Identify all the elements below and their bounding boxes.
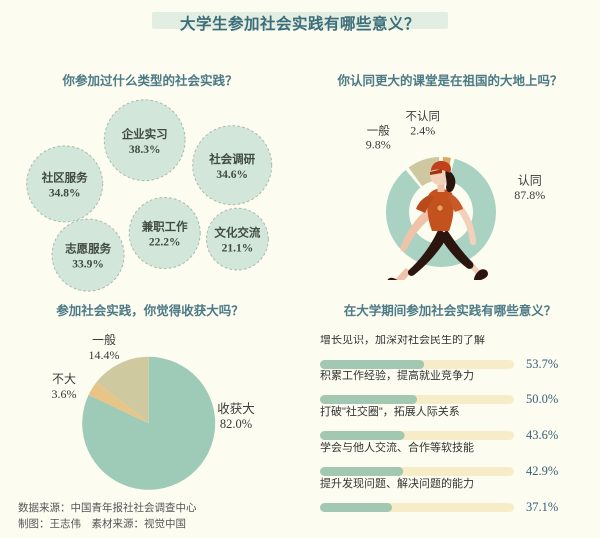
svg-text:34.6%: 34.6% bbox=[216, 169, 248, 181]
svg-text:42.9%: 42.9% bbox=[526, 464, 558, 478]
svg-text:志愿服务: 志愿服务 bbox=[65, 242, 111, 256]
svg-text:积累工作经验，提高就业竞争力: 积累工作经验，提高就业竞争力 bbox=[320, 368, 474, 382]
svg-text:一般: 一般 bbox=[92, 332, 116, 347]
svg-text:打破"社交圈"，拓展人际关系: 打破"社交圈"，拓展人际关系 bbox=[320, 404, 460, 418]
svg-text:2.4%: 2.4% bbox=[410, 123, 435, 137]
svg-text:33.9%: 33.9% bbox=[72, 259, 104, 271]
svg-text:增长见识，加深对社会民生的了解: 增长见识，加深对社会民生的了解 bbox=[320, 335, 485, 346]
svg-text:社会调研: 社会调研 bbox=[208, 152, 255, 166]
svg-text:3.6%: 3.6% bbox=[52, 387, 77, 401]
svg-text:提升发现问题、解决问题的能力: 提升发现问题、解决问题的能力 bbox=[320, 476, 474, 490]
svg-text:兼职工作: 兼职工作 bbox=[141, 220, 188, 234]
svg-text:不认同: 不认同 bbox=[406, 110, 441, 123]
svg-text:34.8%: 34.8% bbox=[49, 188, 81, 200]
svg-text:43.6%: 43.6% bbox=[526, 428, 558, 442]
svg-text:不大: 不大 bbox=[52, 372, 76, 386]
svg-text:学会与他人交流、合作等软技能: 学会与他人交流、合作等软技能 bbox=[320, 440, 474, 454]
svg-text:企业实习: 企业实习 bbox=[121, 127, 168, 141]
svg-text:50.0%: 50.0% bbox=[526, 392, 558, 406]
svg-text:87.8%: 87.8% bbox=[514, 188, 545, 202]
svg-text:14.4%: 14.4% bbox=[89, 348, 120, 362]
svg-text:53.7%: 53.7% bbox=[526, 357, 558, 371]
svg-text:社区服务: 社区服务 bbox=[41, 171, 88, 185]
svg-text:文化交流: 文化交流 bbox=[214, 226, 260, 240]
svg-text:认同: 认同 bbox=[518, 174, 542, 188]
svg-text:82.0%: 82.0% bbox=[220, 417, 252, 431]
svg-text:一般: 一般 bbox=[367, 124, 390, 138]
svg-text:22.2%: 22.2% bbox=[149, 237, 181, 249]
svg-text:37.1%: 37.1% bbox=[526, 500, 558, 514]
svg-text:收获大: 收获大 bbox=[217, 402, 255, 416]
svg-text:21.1%: 21.1% bbox=[222, 243, 254, 255]
svg-text:9.8%: 9.8% bbox=[366, 138, 391, 152]
svg-text:38.3%: 38.3% bbox=[129, 144, 161, 156]
